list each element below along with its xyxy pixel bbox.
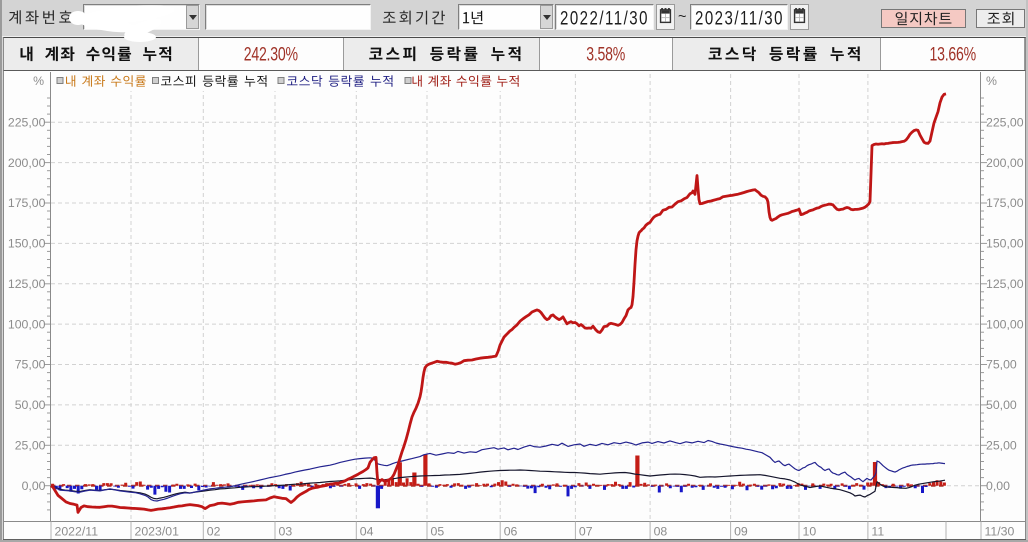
svg-text:0,00: 0,00 [986,479,1010,493]
svg-text:03: 03 [279,525,293,539]
svg-text:%: % [986,74,997,88]
svg-text:125,00: 125,00 [986,277,1024,291]
svg-text:%: % [33,74,44,88]
svg-text:200,00: 200,00 [8,156,46,170]
svg-text:200,00: 200,00 [986,156,1024,170]
svg-text:125,00: 125,00 [8,277,46,291]
svg-text:50,00: 50,00 [15,398,46,412]
svg-text:2022/11: 2022/11 [55,525,99,539]
svg-text:10: 10 [803,525,817,539]
svg-text:150,00: 150,00 [986,237,1024,251]
svg-text:100,00: 100,00 [986,317,1024,331]
svg-text:07: 07 [579,525,593,539]
svg-text:04: 04 [360,525,374,539]
svg-text:225,00: 225,00 [8,115,46,129]
svg-text:02: 02 [207,525,221,539]
svg-text:50,00: 50,00 [986,398,1017,412]
svg-text:0,00: 0,00 [22,479,46,493]
svg-text:06: 06 [504,525,518,539]
svg-text:75,00: 75,00 [15,358,46,372]
svg-text:25,00: 25,00 [986,439,1017,453]
svg-text:11: 11 [871,525,884,539]
svg-text:100,00: 100,00 [8,317,46,331]
svg-text:09: 09 [734,525,748,539]
svg-text:05: 05 [431,525,445,539]
svg-text:150,00: 150,00 [8,237,46,251]
svg-text:75,00: 75,00 [986,358,1017,372]
svg-text:08: 08 [654,525,668,539]
svg-text:225,00: 225,00 [986,115,1024,129]
svg-text:11/30: 11/30 [985,525,1015,539]
svg-text:2023/01: 2023/01 [135,525,180,539]
svg-text:175,00: 175,00 [8,196,46,210]
svg-text:175,00: 175,00 [986,196,1024,210]
svg-text:25,00: 25,00 [15,439,46,453]
